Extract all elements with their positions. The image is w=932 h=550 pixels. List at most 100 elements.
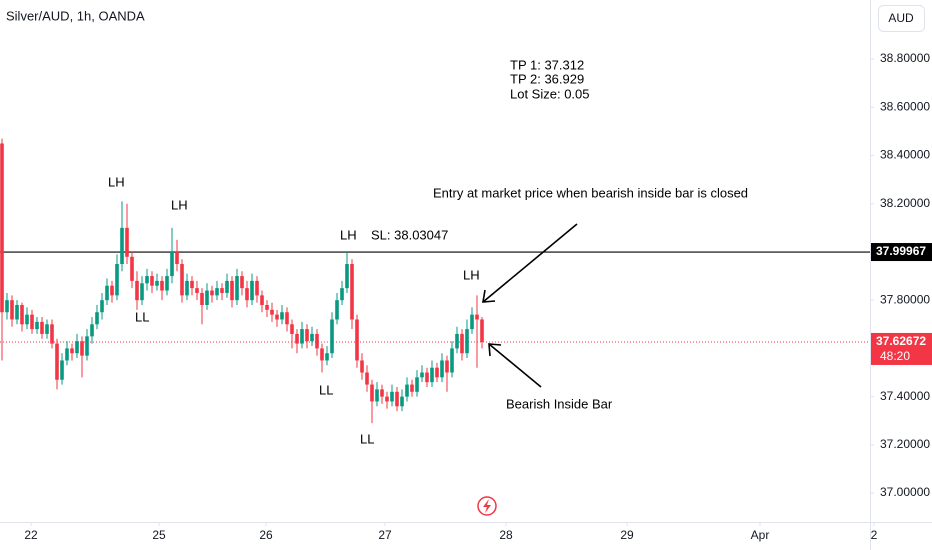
candle-body (480, 319, 484, 342)
candle-body (370, 384, 374, 402)
x-tick-label: 28 (499, 528, 513, 542)
countdown: 48:20 (880, 349, 910, 363)
candle-body (360, 360, 364, 373)
candle-body (355, 319, 359, 361)
candle-body (395, 391, 399, 407)
candle-body (110, 285, 114, 296)
candle-body (410, 384, 414, 392)
candle-body (0, 143, 4, 313)
candle-body (135, 280, 139, 301)
y-tick-label: 37.40000 (880, 389, 930, 403)
candle-body (300, 329, 304, 344)
candle-body (50, 324, 54, 344)
annotation: LL (360, 431, 374, 446)
candle-body (405, 384, 409, 397)
chart-title: Silver/AUD, 1h, OANDA (6, 8, 145, 23)
sl-price-tag (871, 243, 932, 262)
candle-body (175, 251, 179, 265)
annotation: TP 2: 36.929 (510, 71, 584, 86)
candle-body (455, 333, 459, 349)
candle-body (215, 288, 219, 296)
annotation: LL (135, 309, 149, 324)
candle-body (380, 389, 384, 397)
candle-body (165, 276, 169, 291)
arrows (482, 223, 578, 388)
candle-body (140, 283, 144, 301)
candle-body (265, 305, 269, 310)
candle-body (185, 280, 189, 296)
candle-body (350, 264, 354, 320)
lightning-icon[interactable] (477, 496, 497, 516)
candle-body (220, 288, 224, 293)
annotation: LL (319, 382, 333, 397)
annotation: Entry at market price when bearish insid… (433, 185, 748, 200)
candle-body (260, 295, 264, 306)
candle-body (55, 343, 59, 380)
annotation: LH (463, 267, 480, 282)
candle-body (235, 276, 239, 301)
annotation: TP 1: 37.312 (510, 57, 584, 72)
annotation: Lot Size: 0.05 (510, 86, 590, 101)
sl-price-label: 37.99967 (876, 244, 926, 258)
candle-body (270, 309, 274, 315)
candle-body (195, 288, 199, 293)
currency[interactable]: AUD (888, 11, 914, 25)
y-tick-label: 38.40000 (880, 148, 930, 162)
candle-body (340, 288, 344, 301)
candle-body (155, 280, 159, 286)
candle-body (255, 280, 259, 296)
candle-body (45, 324, 49, 334)
candle-body (180, 264, 184, 296)
y-tick-label: 37.80000 (880, 292, 930, 306)
candle-body (25, 314, 29, 325)
y-tick-label: 38.60000 (880, 99, 930, 113)
candle-body (230, 280, 234, 301)
candle-body (60, 360, 64, 380)
candle-body (125, 227, 129, 257)
last-price-tag (871, 332, 932, 365)
candle-body (320, 348, 324, 361)
candle-body (330, 319, 334, 354)
arrow (488, 343, 542, 388)
currency-button[interactable] (878, 5, 925, 32)
candle-body (280, 312, 284, 320)
candle-body (30, 314, 34, 330)
candle-body (335, 300, 339, 320)
candle-body (130, 256, 134, 281)
candle-body (415, 377, 419, 392)
x-tick-label: Apr (751, 528, 770, 542)
candle-body (450, 348, 454, 373)
x-tick-label: 22 (24, 528, 38, 542)
candle-body (70, 348, 74, 354)
candle-body (85, 336, 89, 356)
candle-body (90, 324, 94, 337)
y-tick-label: 38.80000 (880, 51, 930, 65)
candle-body (400, 396, 404, 407)
candle-body (95, 312, 99, 325)
candle-body (430, 367, 434, 383)
x-tick-label: 25 (152, 528, 166, 542)
candle-body (240, 276, 244, 289)
icon-bolt[interactable] (483, 499, 491, 513)
candle-body (15, 305, 19, 320)
candle-body (435, 367, 439, 378)
annotation: LH (108, 174, 125, 189)
candle-body (190, 280, 194, 289)
candle-body (120, 227, 124, 265)
candle-body (290, 324, 294, 334)
arrow-head (488, 343, 502, 357)
candle-body (75, 341, 79, 354)
candle-body (245, 288, 249, 301)
annotation: SL: 38.03047 (371, 227, 448, 242)
candle-body (210, 290, 214, 296)
x-tick-label: 2 (871, 528, 878, 542)
y-tick-label: 37.20000 (880, 437, 930, 451)
candle-body (465, 329, 469, 354)
candle-body (365, 372, 369, 385)
x-tick-label: 27 (378, 528, 392, 542)
candle-body (5, 300, 9, 313)
candle-body (295, 333, 299, 344)
candle-body (65, 348, 69, 361)
